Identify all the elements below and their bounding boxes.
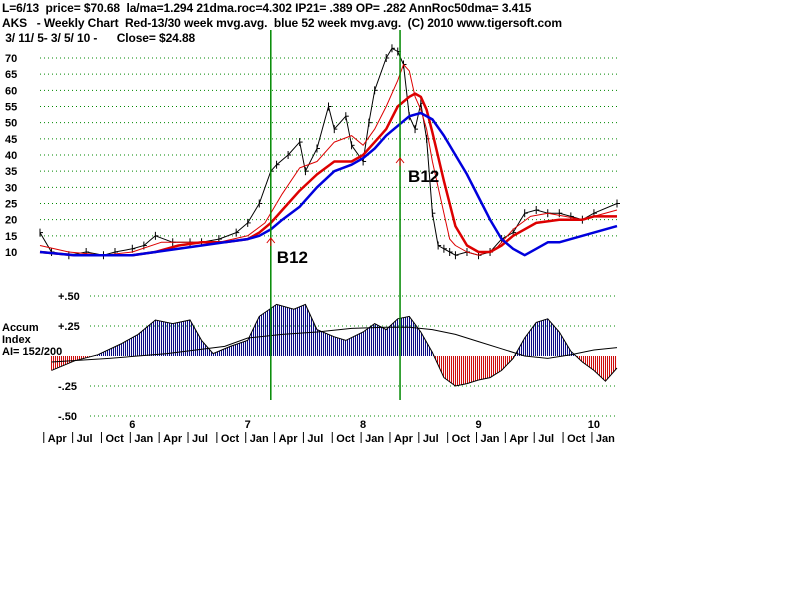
price-y-tick-label: 15 <box>5 231 17 243</box>
price-y-axis: 10 15 20 25 30 35 40 45 50 55 60 65 70 <box>5 53 17 259</box>
year-tick-label: 8 <box>360 419 366 431</box>
price-y-tick-label: 55 <box>5 102 17 114</box>
price-series-layer <box>39 44 620 260</box>
accum-y-axis: +.50 +.25 -.25 -.50 <box>58 291 80 423</box>
month-tick-label: Jan <box>134 433 153 445</box>
month-tick-label: Oct <box>336 433 355 445</box>
year-tick-label: 7 <box>245 419 251 431</box>
month-tick-label: Oct <box>567 433 586 445</box>
signal-label: B12 <box>277 248 308 267</box>
price-y-tick-label: 60 <box>5 85 17 97</box>
price-y-tick-label: 70 <box>5 53 17 65</box>
month-tick-label: Jan <box>365 433 384 445</box>
month-tick-label: Jul <box>307 433 323 445</box>
x-axis: 6 7 8 9 10 Apr Jul Oct Jan Apr Jul Oct Jan Apr Jul Oct J… <box>43 419 615 445</box>
accum-y-tick-label: +.50 <box>58 291 80 303</box>
accum-label-line-1: Accum <box>2 322 39 334</box>
accum-y-tick-label: -.50 <box>58 411 77 423</box>
month-tick-label: Jan <box>596 433 615 445</box>
price-y-tick-label: 65 <box>5 69 17 81</box>
accum-y-tick-label: -.25 <box>58 381 77 393</box>
month-tick-label: Apr <box>394 433 414 445</box>
accum-label-line-3: AI= 152/200 <box>2 346 63 358</box>
price-y-tick-label: 40 <box>5 150 17 162</box>
price-y-tick-label: 35 <box>5 166 17 178</box>
month-tick-label: Apr <box>163 433 183 445</box>
accum-line-layer <box>51 303 618 387</box>
accum-label-line-2: Index <box>2 334 31 346</box>
month-tick-label: Oct <box>452 433 471 445</box>
month-tick-label: Apr <box>48 433 68 445</box>
header-line-2: AKS - Weekly Chart Red-13/30 week mvg.av… <box>2 16 562 30</box>
month-tick-label: Jul <box>538 433 554 445</box>
accum-y-tick-label: +.25 <box>58 321 80 333</box>
price-y-tick-label: 20 <box>5 215 17 227</box>
accum-label: Accum Index AI= 152/200 <box>2 322 62 358</box>
price-y-tick-label: 45 <box>5 134 17 146</box>
month-tick-label: Jan <box>481 433 500 445</box>
series-30-week-mvg-avg- <box>39 92 617 257</box>
year-tick-label: 6 <box>129 419 135 431</box>
month-tick-label: Oct <box>221 433 240 445</box>
accum-outline <box>51 303 618 387</box>
price-y-tick-label: 30 <box>5 182 17 194</box>
year-tick-label: 10 <box>588 419 600 431</box>
accum-moving-average <box>51 326 618 363</box>
month-tick-label: Jul <box>192 433 208 445</box>
price-y-tick-label: 25 <box>5 199 17 211</box>
accum-bars-layer <box>51 304 617 386</box>
month-tick-label: Oct <box>105 433 124 445</box>
month-tick-label: Apr <box>509 433 529 445</box>
price-y-tick-label: 10 <box>5 247 17 259</box>
header-line-3: 3/ 11/ 5- 3/ 5/ 10 - Close= $24.88 <box>2 31 196 45</box>
price-grid <box>40 57 617 237</box>
header-line-1: L=6/13 price= $70.68 la/ma=1.294 21dma.r… <box>2 1 532 15</box>
series-price <box>39 47 618 256</box>
month-tick-label: Jan <box>250 433 269 445</box>
month-tick-label: Jul <box>77 433 93 445</box>
year-tick-label: 9 <box>475 419 481 431</box>
series-52-week-mvg-avg- <box>39 111 618 257</box>
month-tick-label: Apr <box>279 433 299 445</box>
signals-layer: B12 B12 <box>266 30 439 400</box>
signal-label: B12 <box>408 167 439 186</box>
price-y-tick-label: 50 <box>5 118 17 130</box>
month-tick-label: Jul <box>423 433 439 445</box>
